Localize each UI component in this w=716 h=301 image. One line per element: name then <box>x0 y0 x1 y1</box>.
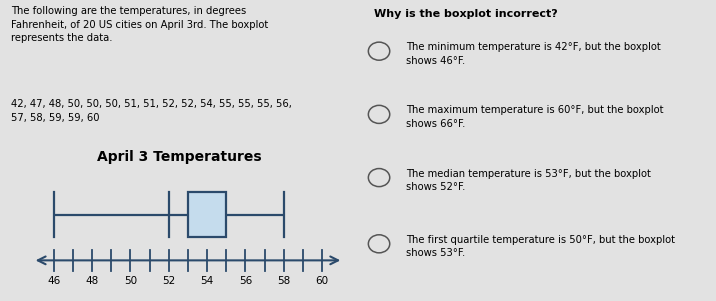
Text: The minimum temperature is 42°F, but the boxplot
shows 46°F.: The minimum temperature is 42°F, but the… <box>406 42 661 66</box>
Text: 46: 46 <box>47 276 60 286</box>
Text: 48: 48 <box>85 276 99 286</box>
Text: The first quartile temperature is 50°F, but the boxplot
shows 53°F.: The first quartile temperature is 50°F, … <box>406 235 674 258</box>
Text: Why is the boxplot incorrect?: Why is the boxplot incorrect? <box>374 9 558 19</box>
Text: The median temperature is 53°F, but the boxplot
shows 52°F.: The median temperature is 53°F, but the … <box>406 169 651 192</box>
Text: The following are the temperatures, in degrees
Fahrenheit, of 20 US cities on Ap: The following are the temperatures, in d… <box>11 6 268 43</box>
Text: 58: 58 <box>277 276 291 286</box>
Text: April 3 Temperatures: April 3 Temperatures <box>97 150 261 165</box>
Text: 42, 47, 48, 50, 50, 50, 51, 51, 52, 52, 54, 55, 55, 55, 56,
57, 58, 59, 59, 60: 42, 47, 48, 50, 50, 50, 51, 51, 52, 52, … <box>11 99 291 123</box>
Bar <box>188 192 226 237</box>
Text: 56: 56 <box>239 276 252 286</box>
Text: 50: 50 <box>124 276 137 286</box>
Text: 52: 52 <box>162 276 175 286</box>
Text: 60: 60 <box>316 276 329 286</box>
Text: The maximum temperature is 60°F, but the boxplot
shows 66°F.: The maximum temperature is 60°F, but the… <box>406 105 663 129</box>
Text: 54: 54 <box>200 276 214 286</box>
